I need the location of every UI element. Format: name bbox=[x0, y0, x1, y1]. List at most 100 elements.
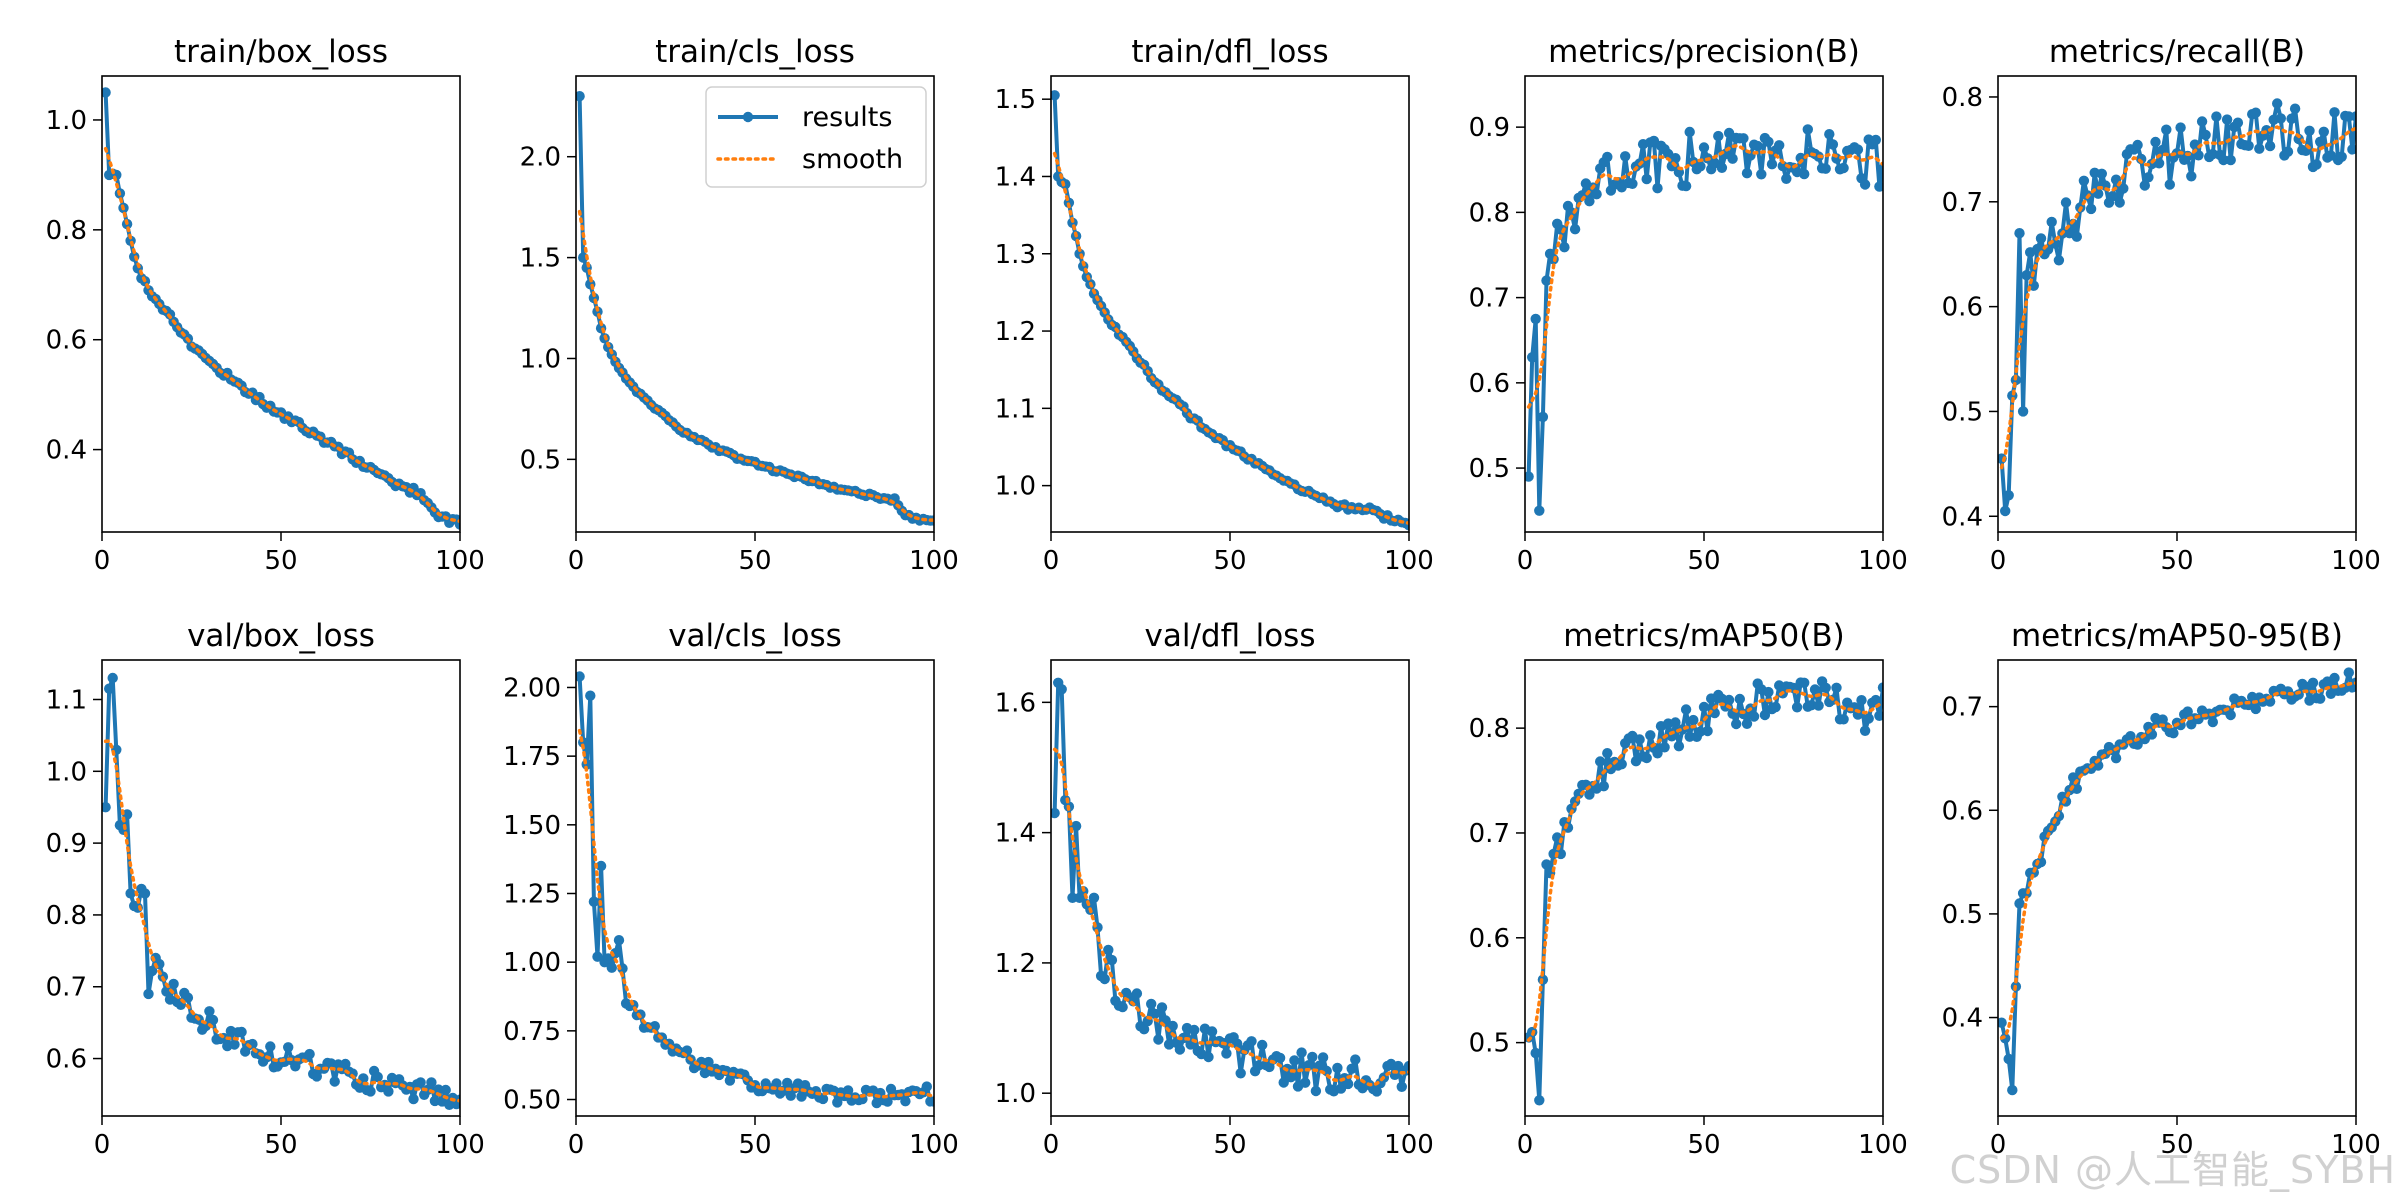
results-point bbox=[1573, 788, 1584, 799]
results-point bbox=[2014, 228, 2025, 239]
results-point bbox=[1863, 713, 1874, 724]
results-markers bbox=[102, 672, 460, 1111]
legend-results-label: results bbox=[802, 102, 892, 133]
results-point bbox=[585, 690, 596, 701]
legend: results smooth bbox=[705, 86, 927, 188]
results-point bbox=[1174, 1044, 1186, 1055]
y-tick-label: 0.7 bbox=[1942, 188, 1983, 218]
y-tick-label: 1.6 bbox=[995, 688, 1036, 718]
results-point bbox=[1820, 682, 1831, 693]
y-tick-label: 0.9 bbox=[46, 829, 87, 859]
results-point bbox=[1652, 183, 1663, 194]
results-point bbox=[2171, 148, 2183, 159]
results-point bbox=[1627, 178, 1638, 189]
x-tick-label: 0 bbox=[568, 1130, 585, 1160]
y-tick-label: 0.8 bbox=[46, 901, 87, 931]
results-point bbox=[1641, 173, 1652, 185]
results-point bbox=[1813, 700, 1824, 711]
smooth-line bbox=[103, 146, 460, 523]
legend-box bbox=[705, 86, 927, 188]
results-point bbox=[1138, 1023, 1150, 1035]
results-point bbox=[1791, 702, 1803, 713]
results-point bbox=[1317, 1052, 1329, 1063]
results-point bbox=[2096, 168, 2107, 179]
results-point bbox=[649, 1020, 660, 1032]
y-tick-label: 0.5 bbox=[1469, 1029, 1510, 1059]
results-point bbox=[1156, 1002, 1168, 1013]
results-line bbox=[1052, 680, 1409, 1094]
results-point bbox=[1257, 1039, 1268, 1051]
y-tick-label: 0.5 bbox=[1942, 397, 1983, 427]
results-point bbox=[606, 962, 617, 973]
results-point bbox=[1274, 1052, 1286, 1064]
results-point bbox=[1838, 714, 1849, 725]
results-point bbox=[2250, 703, 2261, 715]
results-point bbox=[1998, 1017, 2007, 1028]
smooth-line bbox=[103, 739, 460, 1103]
results-point bbox=[2139, 180, 2150, 191]
results-point bbox=[1799, 168, 1810, 180]
results-point bbox=[1051, 90, 1060, 101]
results-point bbox=[1153, 1034, 1164, 1045]
results-point bbox=[1641, 752, 1652, 764]
results-point bbox=[2110, 753, 2122, 764]
results-point bbox=[2211, 111, 2222, 122]
results-point bbox=[1680, 704, 1692, 715]
results-point bbox=[2021, 270, 2032, 281]
results-point bbox=[1874, 710, 1883, 721]
results-point bbox=[1659, 742, 1670, 753]
y-tick-label: 0.50 bbox=[503, 1086, 561, 1116]
results-line bbox=[1999, 101, 2356, 513]
x-tick-label: 100 bbox=[435, 546, 485, 576]
results-point bbox=[1716, 162, 1728, 173]
results-point bbox=[1189, 1024, 1200, 1036]
results-point bbox=[1056, 684, 1067, 695]
results-point bbox=[1300, 1077, 1311, 1088]
y-tick-label: 0.4 bbox=[1942, 1004, 1983, 1034]
results-point bbox=[1763, 686, 1774, 698]
results-point bbox=[1310, 1085, 1322, 1097]
results-point bbox=[2221, 114, 2233, 125]
results-point bbox=[2218, 154, 2229, 166]
results-point bbox=[1870, 134, 1882, 146]
results-point bbox=[2157, 144, 2168, 156]
results-point bbox=[1530, 313, 1541, 325]
results-point bbox=[2225, 709, 2236, 721]
y-tick-label: 1.75 bbox=[503, 742, 561, 772]
results-point bbox=[102, 802, 111, 813]
y-tick-label: 0.9 bbox=[1469, 113, 1510, 143]
results-point bbox=[817, 1093, 829, 1105]
y-tick-label: 2.0 bbox=[520, 143, 561, 173]
results-point bbox=[107, 672, 118, 684]
results-point bbox=[2186, 171, 2197, 182]
results-point bbox=[1781, 173, 1792, 184]
results-point bbox=[2060, 197, 2072, 208]
panel-title: train/dfl_loss bbox=[1131, 34, 1328, 70]
y-tick-label: 1.00 bbox=[503, 948, 561, 978]
x-tick-label: 50 bbox=[1687, 546, 1720, 576]
y-tick-label: 0.7 bbox=[1942, 693, 1983, 723]
results-point bbox=[1350, 1054, 1361, 1065]
results-point bbox=[1802, 124, 1814, 135]
results-point bbox=[2118, 183, 2129, 194]
results-point bbox=[415, 1077, 426, 1088]
results-point bbox=[1530, 1047, 1541, 1059]
results-point bbox=[1820, 163, 1831, 174]
smooth-line bbox=[1526, 689, 1883, 1042]
results-point bbox=[782, 1077, 793, 1089]
results-point bbox=[1146, 998, 1157, 1010]
results-point bbox=[1752, 140, 1763, 152]
results-point bbox=[1303, 1060, 1315, 1071]
results-point bbox=[1525, 471, 1534, 482]
y-tick-label: 0.5 bbox=[1469, 454, 1510, 484]
y-tick-label: 1.2 bbox=[995, 949, 1036, 979]
results-point bbox=[2343, 111, 2354, 122]
y-tick-label: 0.7 bbox=[1469, 284, 1510, 314]
results-point bbox=[928, 1096, 934, 1107]
results-markers bbox=[1051, 677, 1409, 1097]
results-point bbox=[1278, 1077, 1289, 1088]
results-point bbox=[2071, 783, 2082, 794]
results-point bbox=[1371, 1086, 1383, 1097]
results-point bbox=[595, 860, 607, 872]
results-point bbox=[1723, 694, 1735, 706]
